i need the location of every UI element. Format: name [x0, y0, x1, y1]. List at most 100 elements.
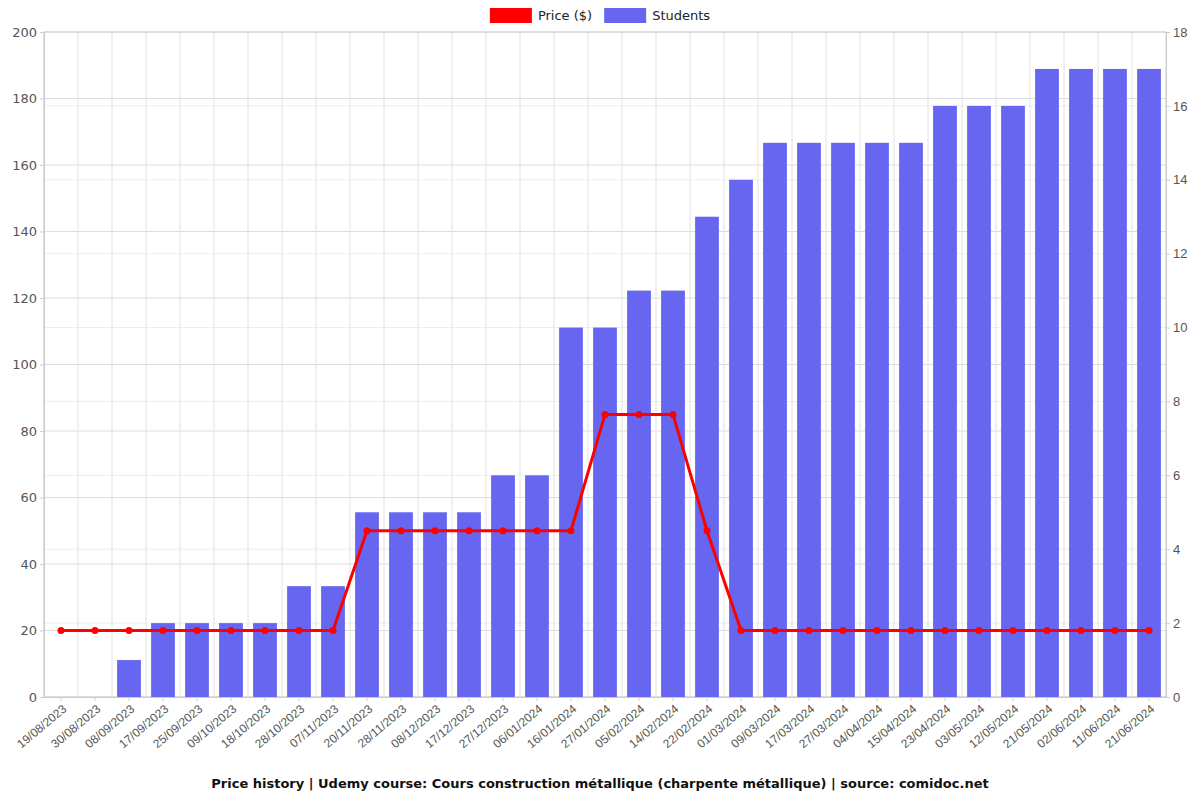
x-axis: 19/08/202330/08/202308/09/202317/09/2023…	[14, 697, 1166, 751]
grid-line-x	[588, 32, 589, 697]
tick-mark	[40, 498, 44, 499]
bar	[287, 586, 311, 697]
grid-line-x	[1064, 32, 1065, 697]
grid-line-x	[418, 32, 419, 697]
grid-line-x	[146, 32, 147, 697]
tick: 140	[12, 224, 44, 239]
tick-mark	[40, 431, 44, 432]
bar	[933, 106, 957, 697]
bar	[695, 217, 719, 697]
tick-mark	[1115, 697, 1116, 701]
bar	[1103, 69, 1127, 697]
tick: 60	[20, 490, 44, 505]
tick-mark	[40, 631, 44, 632]
y-axis: 0 20 40 60 80 100 120 140 160 180 200	[12, 25, 44, 705]
tick: 200	[12, 25, 44, 40]
bar	[83, 697, 107, 698]
tick-mark	[1166, 180, 1170, 181]
bar	[49, 697, 73, 698]
bar	[253, 623, 277, 697]
tick-mark	[40, 165, 44, 166]
bar	[627, 291, 651, 697]
tick-mark	[299, 697, 300, 701]
grid-line-y	[44, 165, 1166, 166]
marker	[704, 527, 711, 534]
bar	[729, 180, 753, 697]
tick: 21/06/2024	[1102, 697, 1157, 751]
line	[61, 414, 1149, 630]
tick-mark	[1166, 623, 1170, 624]
bar	[525, 475, 549, 697]
tick-label: 14	[1173, 172, 1187, 187]
marker	[466, 527, 473, 534]
tick: 12	[1166, 246, 1187, 261]
tick-mark	[1166, 697, 1170, 698]
marker	[534, 527, 541, 534]
tick-mark	[40, 32, 44, 33]
legend-item: Students	[604, 8, 710, 23]
tick-mark	[367, 697, 368, 701]
tick-label: 0	[1173, 690, 1180, 705]
marker	[976, 627, 983, 634]
legend: Price ($) Students	[490, 8, 710, 23]
marker	[602, 411, 609, 418]
marker	[874, 627, 881, 634]
tick-mark	[265, 697, 266, 701]
grid-line-x	[758, 32, 759, 697]
tick-label: 180	[12, 91, 37, 106]
bar	[1137, 69, 1161, 697]
grid	[44, 32, 1166, 697]
grid-line-x	[282, 32, 283, 697]
marker	[194, 627, 201, 634]
tick-mark	[469, 697, 470, 701]
tick-label: 100	[12, 357, 37, 372]
grid-line-x	[724, 32, 725, 697]
marker	[262, 627, 269, 634]
tick: 10	[1166, 320, 1187, 335]
marker	[296, 627, 303, 634]
tick-mark	[1047, 697, 1048, 701]
tick-mark	[333, 697, 334, 701]
tick-mark	[1166, 475, 1170, 476]
tick: 20	[20, 623, 44, 638]
marker	[364, 527, 371, 534]
legend-item: Price ($)	[490, 8, 592, 23]
tick-mark	[571, 697, 572, 701]
marker	[126, 627, 133, 634]
grid-line-x	[792, 32, 793, 697]
tick-label: 160	[12, 158, 37, 173]
grid-line-x	[316, 32, 317, 697]
marker	[330, 627, 337, 634]
tick-mark	[40, 365, 44, 366]
tick-mark	[1166, 328, 1170, 329]
marker	[942, 627, 949, 634]
marker	[568, 527, 575, 534]
title: Price history | Udemy course: Cours cons…	[211, 776, 988, 791]
tick: 40	[20, 557, 44, 572]
tick-label: 4	[1173, 542, 1180, 557]
tick-label: 40	[20, 557, 37, 572]
tick-label: 0	[29, 690, 37, 705]
grid-line-x	[1030, 32, 1031, 697]
tick: 0	[29, 690, 44, 705]
tick-mark	[673, 697, 674, 701]
plot-frame	[44, 32, 1166, 697]
tick-mark	[40, 232, 44, 233]
bar	[457, 512, 481, 697]
tick-label: 120	[12, 291, 37, 306]
tick: 4	[1166, 542, 1180, 557]
tick-mark	[1081, 697, 1082, 701]
plot: 0204060801001201401601802000246810121416…	[12, 25, 1187, 751]
tick-mark	[503, 697, 504, 701]
marker	[806, 627, 813, 634]
grid-line-y2	[44, 253, 1166, 254]
tick-mark	[1166, 401, 1170, 402]
grid-line-x	[962, 32, 963, 697]
tick-label: 200	[12, 25, 37, 40]
tick-mark	[639, 697, 640, 701]
tick: 80	[20, 424, 44, 439]
bar	[967, 106, 991, 697]
tick-mark	[1166, 254, 1170, 255]
marks	[58, 69, 1161, 697]
tick-label: 2	[1173, 616, 1180, 631]
